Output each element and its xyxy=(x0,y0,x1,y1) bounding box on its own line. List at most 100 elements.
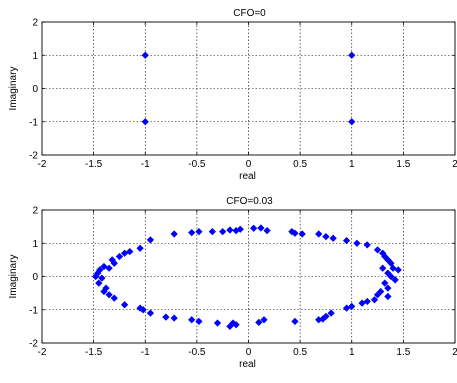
x-tick-label: 0.5 xyxy=(293,347,307,358)
data-point xyxy=(96,266,104,274)
chart-title: CFO=0.03 xyxy=(226,196,273,207)
data-point xyxy=(288,227,296,236)
data-point xyxy=(319,315,327,323)
y-tick-label: 2 xyxy=(32,18,38,29)
data-point xyxy=(100,262,108,271)
x-tick-label: -1 xyxy=(141,159,150,170)
x-tick-label: 1 xyxy=(349,347,355,358)
data-point xyxy=(141,118,149,126)
x-tick-label: -1.5 xyxy=(85,159,103,170)
data-point xyxy=(291,317,299,326)
axes-box xyxy=(41,21,456,156)
data-point xyxy=(370,296,379,304)
subplot-1: -2 -1.5 -1 -0.5 0 0.5 1 1.5 2 -2 -1 0 1 2 CFO=0 real Ima… xyxy=(8,8,457,182)
data-point xyxy=(379,264,387,272)
x-tick-label: 2 xyxy=(452,347,457,358)
data-point xyxy=(98,274,106,282)
data-point xyxy=(394,266,402,274)
x-axis-label: real xyxy=(239,171,256,182)
data-point xyxy=(260,316,268,324)
y-tick-label: -1 xyxy=(29,117,38,128)
x-tick-label: -0.5 xyxy=(188,347,206,358)
y-tick-label: 0 xyxy=(32,84,38,95)
data-point xyxy=(136,244,144,252)
x-tick-label: -0.5 xyxy=(188,159,206,170)
x-tick-label: 1.5 xyxy=(396,159,410,170)
x-tick-label: -1.5 xyxy=(85,347,103,358)
y-axis-label: Imaginary xyxy=(8,67,19,111)
data-point xyxy=(387,272,395,281)
data-point xyxy=(232,321,240,329)
data-point xyxy=(329,234,337,242)
data-point xyxy=(115,252,124,261)
data-point xyxy=(162,313,170,321)
data-point xyxy=(298,230,306,238)
data-point xyxy=(146,309,155,317)
data-point xyxy=(263,226,271,235)
data-point xyxy=(105,264,113,272)
y-tick-label: 1 xyxy=(32,239,38,250)
data-point xyxy=(384,284,392,292)
x-tick-label: -2 xyxy=(38,347,47,358)
x-tick-label: -2 xyxy=(38,159,47,170)
data-point xyxy=(363,241,371,249)
chart-title: CFO=0 xyxy=(233,8,266,19)
data-point xyxy=(95,279,103,287)
data-point xyxy=(213,319,222,327)
x-tick-label: 1 xyxy=(349,159,355,170)
data-point xyxy=(358,299,366,307)
data-point xyxy=(322,312,330,321)
data-point xyxy=(236,225,244,233)
y-tick-label: 2 xyxy=(32,206,38,217)
data-point xyxy=(373,291,382,299)
data-point xyxy=(195,227,203,236)
data-point xyxy=(315,230,323,238)
data-point xyxy=(226,226,234,234)
x-tick-label: 2 xyxy=(452,159,457,170)
data-point xyxy=(188,316,196,324)
data-point xyxy=(381,279,389,287)
data-point xyxy=(108,256,116,264)
data-point xyxy=(170,230,178,238)
data-point xyxy=(219,227,227,236)
y-tick-label: -2 xyxy=(29,339,38,350)
data-point xyxy=(146,236,155,244)
y-axis-label: Imaginary xyxy=(8,255,19,299)
x-tick-label: 0 xyxy=(246,347,252,358)
data-point xyxy=(141,51,149,59)
x-tick-label: 0 xyxy=(246,159,252,170)
data-point xyxy=(389,264,397,272)
data-point xyxy=(384,292,392,301)
data-points xyxy=(141,51,356,126)
y-tick-label: 1 xyxy=(32,51,38,62)
axes-box xyxy=(41,209,456,344)
data-point xyxy=(226,322,234,330)
data-point xyxy=(188,228,196,237)
data-point xyxy=(315,316,323,324)
data-point xyxy=(391,276,399,284)
data-point xyxy=(110,294,118,302)
data-point xyxy=(120,249,129,257)
subplot-2: -2 -1.5 -1 -0.5 0 0.5 1 1.5 2 -2 -1 0 1 2 CFO=0.03 real… xyxy=(8,196,457,370)
data-point xyxy=(322,232,330,241)
data-point xyxy=(342,236,351,245)
x-tick-label: -1 xyxy=(141,347,150,358)
data-point xyxy=(363,297,371,306)
data-point xyxy=(348,51,356,59)
y-tick-label: -2 xyxy=(29,151,38,162)
x-axis-label: real xyxy=(239,359,256,370)
data-point xyxy=(208,227,216,236)
data-point xyxy=(136,304,144,312)
data-point xyxy=(327,309,335,317)
data-point xyxy=(342,304,351,312)
data-point xyxy=(102,284,110,292)
data-point xyxy=(170,314,178,322)
data-point xyxy=(255,318,263,327)
data-point xyxy=(353,239,361,247)
data-point xyxy=(195,317,203,326)
data-point xyxy=(120,301,129,309)
data-point xyxy=(379,249,387,257)
data-point xyxy=(348,118,356,126)
